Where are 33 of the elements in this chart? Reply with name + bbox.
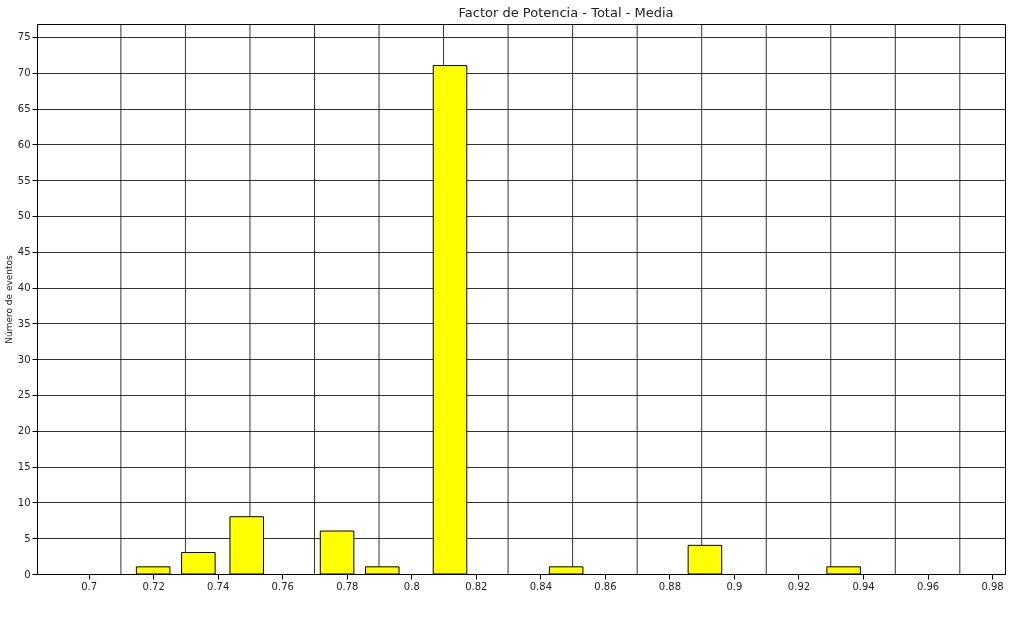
y-tick-label: 55 <box>17 174 31 186</box>
x-tick-label: 0.98 <box>981 580 1004 592</box>
x-tick-label: 0.8 <box>403 580 420 592</box>
x-tick-label: 0.88 <box>658 580 682 592</box>
x-tick-label: 0.92 <box>787 580 811 592</box>
y-tick-label: 20 <box>17 425 31 437</box>
y-tick-label: 0 <box>24 568 31 580</box>
y-tick-label: 15 <box>17 461 31 473</box>
y-tick-label: 10 <box>17 496 31 508</box>
x-tick-label: 0.7 <box>81 580 98 592</box>
x-tick-label: 0.84 <box>529 580 552 592</box>
x-tick-label: 0.76 <box>271 580 294 592</box>
y-tick-label: 5 <box>24 532 31 544</box>
x-tick-label: 0.96 <box>916 580 940 592</box>
x-tick-label: 0.86 <box>594 580 617 592</box>
y-tick-label: 75 <box>17 31 31 43</box>
x-tick-label: 0.94 <box>852 580 875 592</box>
y-tick-label: 65 <box>17 103 31 115</box>
y-axis-title: Número de eventos <box>3 254 14 344</box>
x-tick-label: 0.78 <box>336 580 359 592</box>
y-tick-label: 70 <box>17 67 31 79</box>
x-tick-label: 0.82 <box>465 580 488 592</box>
y-tick-label: 40 <box>17 282 31 294</box>
y-tick-label: 60 <box>17 138 31 150</box>
x-tick-label: 0.72 <box>142 580 165 592</box>
y-tick-label: 35 <box>17 317 31 329</box>
y-tick-label: 50 <box>17 210 31 222</box>
x-tick-label: 0.9 <box>726 580 743 592</box>
y-tick-label: 45 <box>17 246 31 258</box>
x-tick-label: 0.74 <box>207 580 230 592</box>
chart-title: Factor de Potencia - Total - Media <box>458 4 674 20</box>
y-tick-label: 30 <box>17 353 31 365</box>
y-tick-label: 25 <box>17 389 31 401</box>
